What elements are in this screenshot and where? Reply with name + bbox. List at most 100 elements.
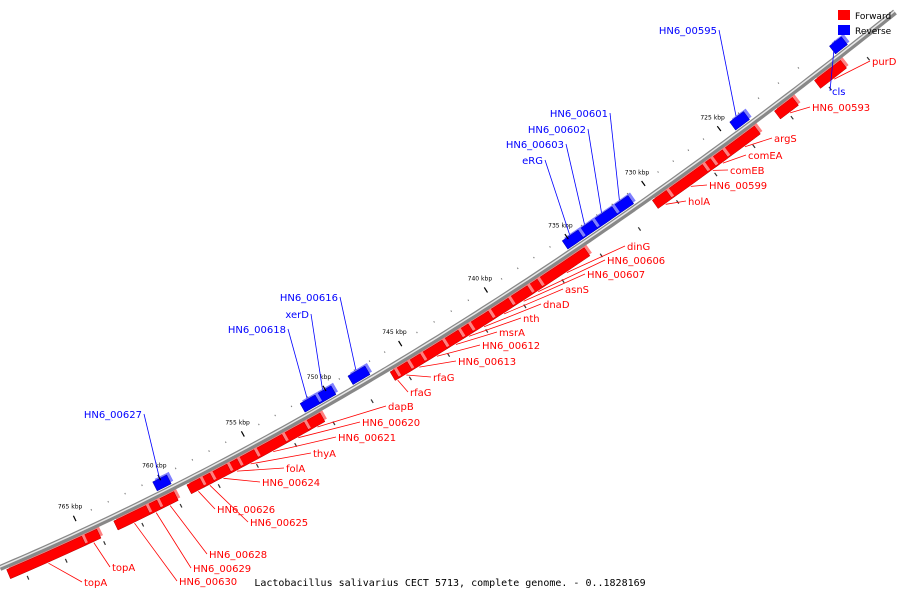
tick-label: 735 kbp (548, 223, 573, 230)
gene-label: HN6_00616 (280, 293, 338, 304)
gene-leader-line (609, 112, 620, 201)
gene-HN6_00612-20[interactable] (419, 337, 450, 363)
gene-HN6_00627-35[interactable] (152, 471, 174, 492)
gene-shadow (392, 366, 402, 378)
gene-arrow (487, 297, 514, 320)
gene-holA-8[interactable] (651, 187, 675, 209)
gene-leader-line (523, 273, 586, 302)
gene-arrow (591, 206, 619, 229)
gene-HN6_00618-26[interactable] (299, 392, 322, 413)
gene-leader-line (298, 421, 361, 439)
gene-HN6_00621-29[interactable] (253, 431, 289, 459)
legend-forward-label: Forward (855, 12, 891, 22)
label-layer: purD cls HN6_00593 HN6_00595 argS comEA comEB H… (48, 26, 897, 589)
gene-argS-4[interactable] (722, 123, 763, 159)
gene-label: holA (688, 197, 710, 208)
gene-leader-line (93, 542, 111, 568)
gene-label: HN6_00613 (458, 357, 516, 368)
gene-HN6_00602-10[interactable] (591, 203, 620, 229)
minor-tick (383, 351, 386, 353)
gene-leader-line (538, 259, 606, 292)
gene-HN6_00595-3[interactable] (729, 108, 752, 131)
tick-label: 765 kbp (58, 503, 83, 510)
gene-label: HN6_00618 (228, 325, 286, 336)
gene-leader-line (834, 60, 871, 80)
gene-purD-0[interactable] (814, 57, 849, 89)
gene-label: HN6_00603 (506, 140, 564, 151)
inner-tick (714, 172, 718, 177)
minor-tick (107, 500, 109, 503)
gene-label: HN6_00624 (262, 478, 320, 489)
gene-dinG-13[interactable] (536, 244, 592, 288)
gene-leader-line (483, 303, 542, 328)
gene-leader-line (665, 200, 687, 205)
gene-topA-40[interactable] (6, 533, 88, 580)
minor-tick (757, 97, 760, 100)
gene-rfaG-23[interactable] (389, 366, 402, 381)
gene-label: argS (774, 134, 797, 145)
gene-HN6_00593-2[interactable] (774, 94, 801, 120)
gene-HN6_00630-38[interactable] (113, 502, 153, 531)
gene-arrow (299, 394, 321, 413)
minor-tick (450, 310, 453, 313)
gene-label: xerD (285, 310, 309, 321)
inner-tick (255, 463, 259, 468)
minor-tick (353, 369, 356, 372)
gene-label: HN6_00630 (179, 577, 237, 588)
gene-leader-line (565, 143, 585, 225)
tick-label: 725 kbp (700, 115, 725, 122)
gene-label: HN6_00628 (209, 550, 267, 561)
gene-leader-line (287, 328, 308, 399)
gene-leader-line (419, 360, 457, 368)
gene-leader-line (722, 154, 747, 164)
gene-arrow (113, 505, 151, 531)
minor-tick (687, 149, 690, 152)
genome-backbone (0, 9, 897, 571)
tick-mark (398, 340, 403, 347)
gene-label: HN6_00625 (250, 518, 308, 529)
inner-tick (866, 56, 871, 61)
gene-label: cls (832, 87, 846, 98)
gene-leader-line (566, 245, 626, 273)
gene-label: comEA (748, 151, 783, 162)
gene-arrow (467, 310, 494, 333)
minor-tick (191, 458, 194, 461)
tick-mark (240, 431, 245, 437)
inner-tick (485, 328, 489, 333)
gene-HN6_00626-34[interactable] (186, 475, 207, 495)
legend-forward-swatch (838, 10, 850, 20)
minor-tick (516, 267, 519, 270)
gene-asnS-16[interactable] (487, 295, 516, 320)
gene-label: HN6_00627 (84, 410, 142, 421)
minor-tick (274, 414, 276, 417)
gene-label: HN6_00629 (193, 564, 251, 575)
minor-tick (208, 450, 210, 453)
tick-label: 750 kbp (307, 374, 332, 381)
legend-reverse-label: Reverse (855, 27, 892, 37)
inner-tick (637, 226, 642, 231)
inner-tick (370, 399, 374, 404)
gene-HN6_00620-28[interactable] (281, 419, 311, 444)
minor-tick (500, 277, 503, 280)
gene-leader-line (744, 137, 773, 148)
gene-HN6_00616-24[interactable] (347, 363, 372, 385)
gene-leader-line (690, 184, 708, 187)
gene-leader-line (397, 379, 409, 393)
gene-eRG-12[interactable] (561, 227, 586, 250)
minor-tick (467, 299, 470, 302)
minor-tick (290, 405, 293, 408)
gene-leader-line (718, 29, 737, 117)
gene-label: eRG (522, 156, 543, 167)
gene-HN6_00607-15[interactable] (507, 282, 535, 307)
gene-leader-line (587, 128, 602, 213)
gene-leader-line (503, 288, 564, 315)
gene-dnaD-17[interactable] (467, 308, 496, 333)
gene-leader-line (223, 477, 261, 483)
gene-leader-line (48, 562, 83, 583)
minor-tick (657, 171, 659, 173)
legend: Forward Reverse (838, 10, 892, 37)
gene-arrow (152, 474, 172, 492)
gene-HN6_00599-7[interactable] (665, 161, 711, 199)
gene-leader-line (134, 522, 178, 582)
